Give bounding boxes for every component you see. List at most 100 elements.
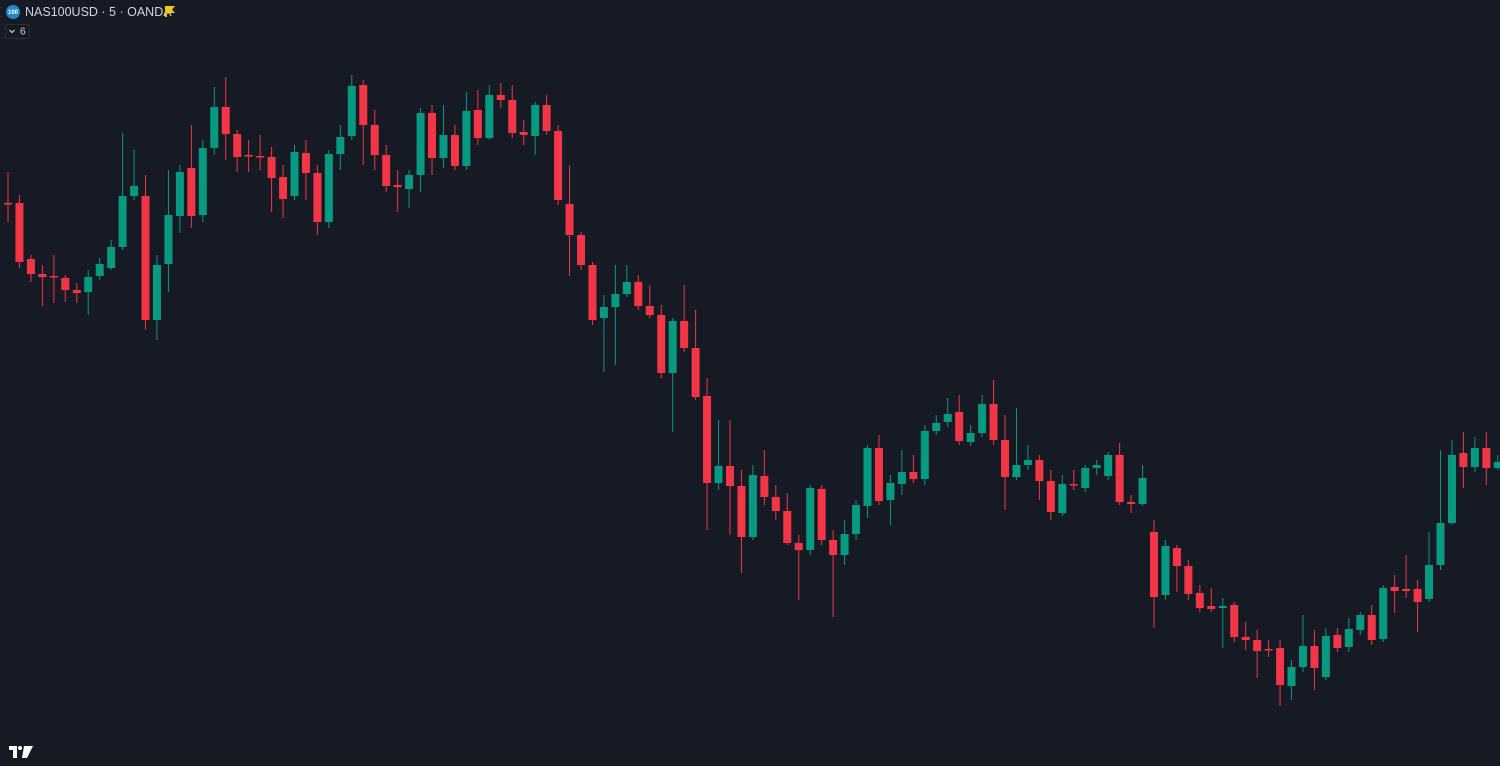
candle-body	[783, 511, 792, 543]
candle-body	[703, 396, 712, 483]
candle-body	[1092, 465, 1101, 468]
candle-body	[359, 85, 368, 125]
candle-body	[1493, 462, 1500, 468]
candle-body	[794, 543, 803, 550]
candle-body	[1253, 640, 1262, 651]
candle-body	[565, 204, 574, 235]
candle-body	[508, 100, 517, 133]
indicator-toggle[interactable]	[5, 24, 30, 39]
candle-body	[1046, 481, 1055, 512]
candle-body	[279, 177, 288, 199]
candle-body	[978, 404, 987, 433]
candle-body	[301, 153, 310, 173]
candle-body	[611, 294, 620, 307]
candle-body	[760, 476, 769, 497]
candle-body	[336, 137, 345, 154]
candle-body	[1069, 484, 1078, 486]
candle-body	[1321, 636, 1330, 677]
candle-body	[1276, 648, 1285, 685]
candle-body	[909, 472, 918, 479]
candle-body	[874, 448, 883, 501]
candle-body	[370, 125, 379, 155]
candle-body	[840, 534, 849, 555]
candle-body	[737, 486, 746, 537]
candle-body	[233, 134, 242, 157]
candle-body	[1184, 566, 1193, 594]
candle-body	[1023, 460, 1032, 465]
candle-body	[1402, 589, 1411, 591]
candle-body	[141, 196, 150, 320]
candle-body	[290, 152, 299, 196]
candle-body	[1367, 615, 1376, 640]
candle-body	[1241, 637, 1250, 640]
candle-body	[748, 475, 757, 537]
candle-body	[393, 185, 402, 187]
candle-body	[1230, 605, 1239, 637]
candle-body	[622, 282, 631, 294]
candle-body	[577, 235, 585, 265]
candle-body	[450, 135, 459, 166]
candle-body	[187, 168, 196, 216]
candle-body	[198, 148, 207, 215]
tradingview-logo[interactable]	[9, 746, 33, 758]
candle-body	[1333, 635, 1342, 648]
candle-body	[714, 466, 723, 483]
candle-body	[634, 282, 643, 306]
candle-body	[49, 276, 58, 278]
candle-body	[1356, 615, 1365, 630]
candle-body	[1172, 548, 1181, 566]
candle-body	[1150, 532, 1158, 597]
symbol-badge[interactable]	[6, 5, 20, 19]
candle-body	[15, 203, 24, 262]
candle-body	[175, 172, 184, 216]
candle-body	[531, 105, 540, 136]
candle-body	[462, 111, 471, 166]
candle-body	[588, 265, 597, 320]
candle-body	[1207, 606, 1216, 609]
candle-body	[313, 173, 322, 222]
candle-body	[1459, 453, 1468, 467]
candle-body	[1104, 455, 1113, 476]
candle-body	[1264, 649, 1273, 651]
candle-body	[955, 412, 964, 441]
candle-body	[1447, 455, 1456, 523]
candle-body	[221, 107, 230, 134]
candle-body	[1482, 448, 1491, 468]
candle-body	[1298, 646, 1307, 667]
candle-body	[886, 483, 895, 500]
candle-body	[61, 278, 70, 290]
candle-body	[1012, 465, 1021, 477]
candle-body	[932, 423, 941, 431]
candle-body	[130, 186, 139, 196]
candle-body	[829, 540, 838, 555]
candle-body	[863, 448, 872, 506]
candle-body	[428, 113, 437, 158]
indicator-count: 6	[20, 27, 26, 38]
candle-body	[118, 196, 127, 247]
candle-body	[1001, 440, 1010, 477]
candle-body	[542, 105, 551, 131]
candle-body	[1425, 565, 1434, 599]
candle-body	[84, 277, 93, 292]
candle-body	[1470, 448, 1479, 467]
chevron-icon	[9, 29, 15, 34]
candle-body	[416, 113, 425, 175]
candle-body	[164, 215, 173, 264]
candle-body	[1379, 588, 1388, 639]
candle-body	[1436, 523, 1445, 565]
candle-body	[152, 265, 161, 320]
candle-body	[324, 154, 333, 222]
candle-body	[256, 156, 265, 158]
candle-body	[1127, 502, 1136, 504]
candle-body	[645, 306, 654, 315]
candle-body	[210, 107, 219, 148]
candle-body	[485, 95, 494, 138]
candle-body	[244, 155, 253, 157]
candle-body	[1161, 546, 1170, 595]
candle-body	[382, 155, 391, 186]
chart-title[interactable]: NAS100USD · 5 · OANDA	[25, 5, 172, 19]
candle-body	[4, 203, 12, 205]
flag-icon[interactable]	[165, 6, 175, 17]
